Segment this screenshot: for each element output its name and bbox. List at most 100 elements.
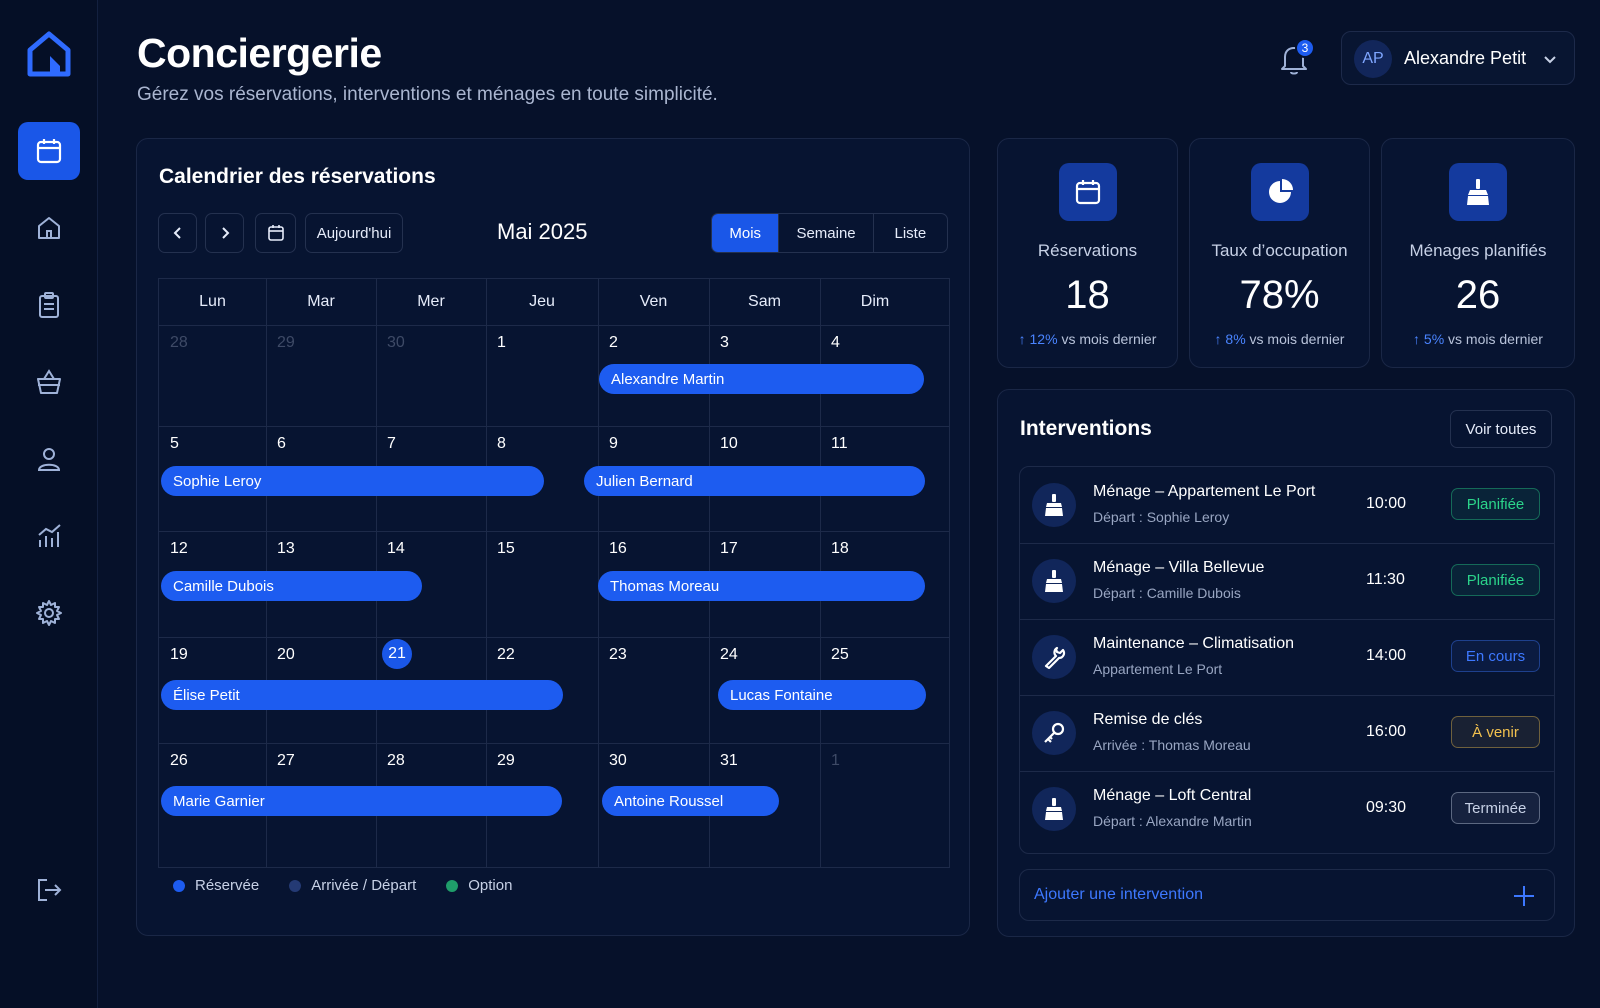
intervention-name: Maintenance – Climatisation [1093,635,1294,652]
month-label: Mai 2025 [497,219,588,244]
intervention-row[interactable]: Maintenance – Climatisation Appartement L… [1020,619,1554,696]
see-all-button[interactable]: Voir toutes [1450,410,1552,448]
today-marker[interactable]: 21 [382,639,412,669]
day-number[interactable]: 17 [720,540,738,557]
reservation-event[interactable]: Alexandre Martin [599,364,924,394]
cleaning-icon [1032,483,1076,527]
tab-week[interactable]: Semaine [779,214,874,252]
reservation-event[interactable]: Camille Dubois [161,571,422,601]
day-number[interactable]: 18 [831,540,849,557]
legend-dot [173,879,185,892]
day-number[interactable]: 3 [720,334,729,351]
intervention-time: 16:00 [1366,723,1407,740]
reservation-event[interactable]: Antoine Roussel [602,786,779,816]
tab-month[interactable]: Mois [712,214,780,252]
intervention-row[interactable]: Ménage – Appartement Le Port Départ : Sop… [1020,467,1554,544]
reservation-event[interactable]: Élise Petit [161,680,563,710]
day-number[interactable]: 27 [277,752,295,769]
day-number[interactable]: 16 [609,540,627,557]
day-number[interactable]: 22 [497,646,515,663]
sidebar-item-analytics[interactable] [18,507,80,565]
status-badge[interactable]: En cours [1451,640,1540,672]
day-number[interactable]: 28 [387,752,405,769]
day-number[interactable]: 5 [170,435,179,452]
grid-divider [598,279,599,867]
day-number[interactable]: 7 [387,435,396,452]
day-number[interactable]: 19 [170,646,188,663]
sidebar-item-home[interactable] [18,199,80,257]
today-button[interactable]: Aujourd'hui [305,213,403,253]
cleaning-icon [1045,494,1063,516]
sidebar-item-tasks[interactable] [18,276,80,334]
interventions-list: Ménage – Appartement Le Port Départ : Sop… [1019,466,1555,854]
logout-button[interactable] [18,861,80,919]
status-badge[interactable]: Planifiée [1451,488,1540,520]
intervention-subtitle: Appartement Le Port [1093,661,1223,677]
sidebar-item-shop[interactable] [18,353,80,411]
stat-value: 26 [1455,273,1501,317]
prev-button[interactable] [158,213,197,253]
reservation-event[interactable]: Marie Garnier [161,786,562,816]
reservation-event[interactable]: Sophie Leroy [161,466,544,496]
add-intervention-label: Ajouter une intervention [1034,886,1203,903]
intervention-row[interactable]: Remise de clés Arrivée : Thomas Moreau 16:… [1020,695,1554,772]
chevron-down-icon [1544,56,1556,64]
status-badge[interactable]: Planifiée [1451,564,1540,596]
reservation-event[interactable]: Lucas Fontaine [718,680,926,710]
status-badge[interactable]: Terminée [1451,792,1540,824]
reservation-event[interactable]: Thomas Moreau [598,571,925,601]
day-number[interactable]: 10 [720,435,738,452]
legend-item: Réservée [173,877,259,894]
weekday-header: Sam [748,293,781,310]
status-badge[interactable]: À venir [1451,716,1540,748]
gear-icon [36,600,62,626]
day-number[interactable]: 6 [277,435,286,452]
day-number[interactable]: 4 [831,334,840,351]
day-number[interactable]: 15 [497,540,515,557]
day-number[interactable]: 14 [387,540,405,557]
grid-divider [159,325,949,326]
next-button[interactable] [205,213,244,253]
stat-card-reservations: Réservations 18 ↑ 12% vs mois dernier [997,138,1178,368]
user-menu[interactable]: AP Alexandre Petit [1341,31,1575,85]
day-number[interactable]: 28 [170,334,188,351]
cleaning-icon [1045,798,1063,820]
day-number[interactable]: 24 [720,646,738,663]
add-intervention-button[interactable]: Ajouter une intervention [1019,869,1555,921]
logo-icon[interactable] [26,30,72,78]
day-number[interactable]: 29 [497,752,515,769]
legend-label: Réservée [195,877,260,894]
day-number[interactable]: 30 [387,334,405,351]
stat-delta: ↑ 5% vs mois dernier [1413,331,1543,347]
reservation-event[interactable]: Julien Bernard [584,466,925,496]
sidebar-item-calendar[interactable] [18,122,80,180]
day-number[interactable]: 29 [277,334,295,351]
sidebar-item-users[interactable] [18,430,80,488]
intervention-row[interactable]: Ménage – Loft Central Départ : Alexandre … [1020,771,1554,848]
calendar-icon [1075,180,1100,205]
day-number[interactable]: 1 [497,334,506,351]
day-number[interactable]: 26 [170,752,188,769]
stat-card-occupancy: Taux d’occupation 78% ↑ 8% vs mois derni… [1189,138,1370,368]
day-number[interactable]: 30 [609,752,627,769]
day-number[interactable]: 9 [609,435,618,452]
day-number[interactable]: 2 [609,334,618,351]
day-number[interactable]: 23 [609,646,627,663]
day-number[interactable]: 11 [831,435,848,452]
day-number[interactable]: 31 [720,752,738,769]
stat-value: 18 [1065,273,1110,317]
day-number[interactable]: 8 [497,435,506,452]
date-picker-button[interactable] [255,213,296,253]
view-switch: Mois Semaine Liste [711,213,948,253]
day-number[interactable]: 25 [831,646,849,663]
intervention-row[interactable]: Ménage – Villa Bellevue Départ : Camille … [1020,543,1554,620]
sidebar-item-settings[interactable] [18,584,80,642]
tab-list[interactable]: Liste [894,224,927,242]
day-number[interactable]: 12 [170,540,188,557]
day-number[interactable]: 20 [277,646,295,663]
pie-chart-icon [1268,179,1293,203]
day-number[interactable]: 1 [831,752,840,769]
day-number[interactable]: 13 [277,540,295,557]
grid-divider [159,637,949,638]
intervention-name: Ménage – Villa Bellevue [1093,559,1265,576]
